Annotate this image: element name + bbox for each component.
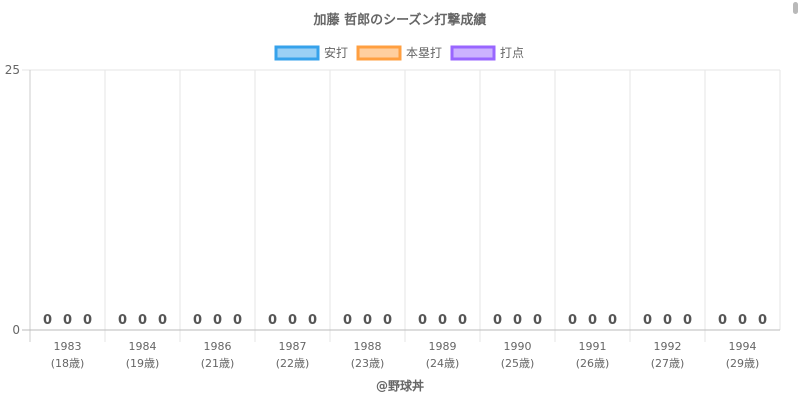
legend-swatch-2 xyxy=(450,45,496,61)
data-label-6-0: 0 xyxy=(493,313,502,328)
grid-lines xyxy=(22,69,781,342)
x-tick-label-6: 1990 xyxy=(504,340,532,353)
data-label-4-1: 0 xyxy=(363,313,372,328)
data-label-9-2: 0 xyxy=(758,313,767,328)
legend-label-2: 打点 xyxy=(500,46,524,60)
x-tick-label-5: 1989 xyxy=(429,340,457,353)
data-label-4-2: 0 xyxy=(383,313,392,328)
data-label-0-1: 0 xyxy=(63,313,72,328)
data-label-0-2: 0 xyxy=(83,313,92,328)
x-tick-sublabel-6: (25歳) xyxy=(501,357,535,370)
chart-title: 加藤 哲郎のシーズン打撃成績 xyxy=(313,12,487,28)
legend-label-1: 本塁打 xyxy=(406,46,442,60)
data-label-2-0: 0 xyxy=(193,313,202,328)
x-tick-label-9: 1994 xyxy=(729,340,757,353)
y-tick-label-1: 25 xyxy=(5,63,20,77)
x-tick-sublabel-9: (29歳) xyxy=(726,357,760,370)
x-tick-sublabel-1: (19歳) xyxy=(126,357,160,370)
axes: 0 25 1983 (18歳) 1984 (19歳) 1986 (21歳) 1987 (22歳) 1… xyxy=(5,63,780,370)
x-tick-sublabel-5: (24歳) xyxy=(426,357,460,370)
data-label-1-2: 0 xyxy=(158,313,167,328)
x-tick-sublabel-3: (22歳) xyxy=(276,357,310,370)
x-tick-label-4: 1988 xyxy=(354,340,382,353)
x-tick-label-3: 1987 xyxy=(279,340,307,353)
data-label-4-0: 0 xyxy=(343,313,352,328)
data-label-3-2: 0 xyxy=(308,313,317,328)
x-tick-label-8: 1992 xyxy=(654,340,682,353)
data-label-5-1: 0 xyxy=(438,313,447,328)
data-label-1-0: 0 xyxy=(118,313,127,328)
x-tick-label-2: 1986 xyxy=(204,340,232,353)
legend-label-0: 安打 xyxy=(324,45,348,60)
x-tick-label-1: 1984 xyxy=(129,340,157,353)
x-tick-label-0: 1983 xyxy=(54,340,82,353)
data-label-7-2: 0 xyxy=(608,313,617,328)
data-label-0-0: 0 xyxy=(43,313,52,328)
data-label-8-1: 0 xyxy=(663,313,672,328)
data-label-6-2: 0 xyxy=(533,313,542,328)
data-label-5-0: 0 xyxy=(418,313,427,328)
legend-swatch-0 xyxy=(274,45,320,61)
data-label-3-1: 0 xyxy=(288,313,297,328)
data-label-9-1: 0 xyxy=(738,313,747,328)
data-label-8-0: 0 xyxy=(643,313,652,328)
data-label-7-1: 0 xyxy=(588,313,597,328)
footer-credit: @野球丼 xyxy=(376,378,424,393)
data-label-9-0: 0 xyxy=(718,313,727,328)
x-tick-sublabel-2: (21歳) xyxy=(201,357,235,370)
x-tick-sublabel-0: (18歳) xyxy=(51,357,85,370)
data-label-1-1: 0 xyxy=(138,313,147,328)
legend-swatch-1 xyxy=(356,45,402,61)
data-label-2-1: 0 xyxy=(213,313,222,328)
x-tick-label-7: 1991 xyxy=(579,340,607,353)
data-label-8-2: 0 xyxy=(683,313,692,328)
legend: 安打 本塁打 打点 xyxy=(274,45,524,61)
data-label-3-0: 0 xyxy=(268,313,277,328)
data-label-6-1: 0 xyxy=(513,313,522,328)
data-label-5-2: 0 xyxy=(458,313,467,328)
x-tick-sublabel-4: (23歳) xyxy=(351,357,385,370)
x-tick-sublabel-8: (27歳) xyxy=(651,357,685,370)
y-tick-label-0: 0 xyxy=(12,323,20,337)
data-label-2-2: 0 xyxy=(233,313,242,328)
scrollbar-thumb[interactable] xyxy=(793,2,798,14)
data-label-7-0: 0 xyxy=(568,313,577,328)
x-tick-sublabel-7: (26歳) xyxy=(576,357,610,370)
